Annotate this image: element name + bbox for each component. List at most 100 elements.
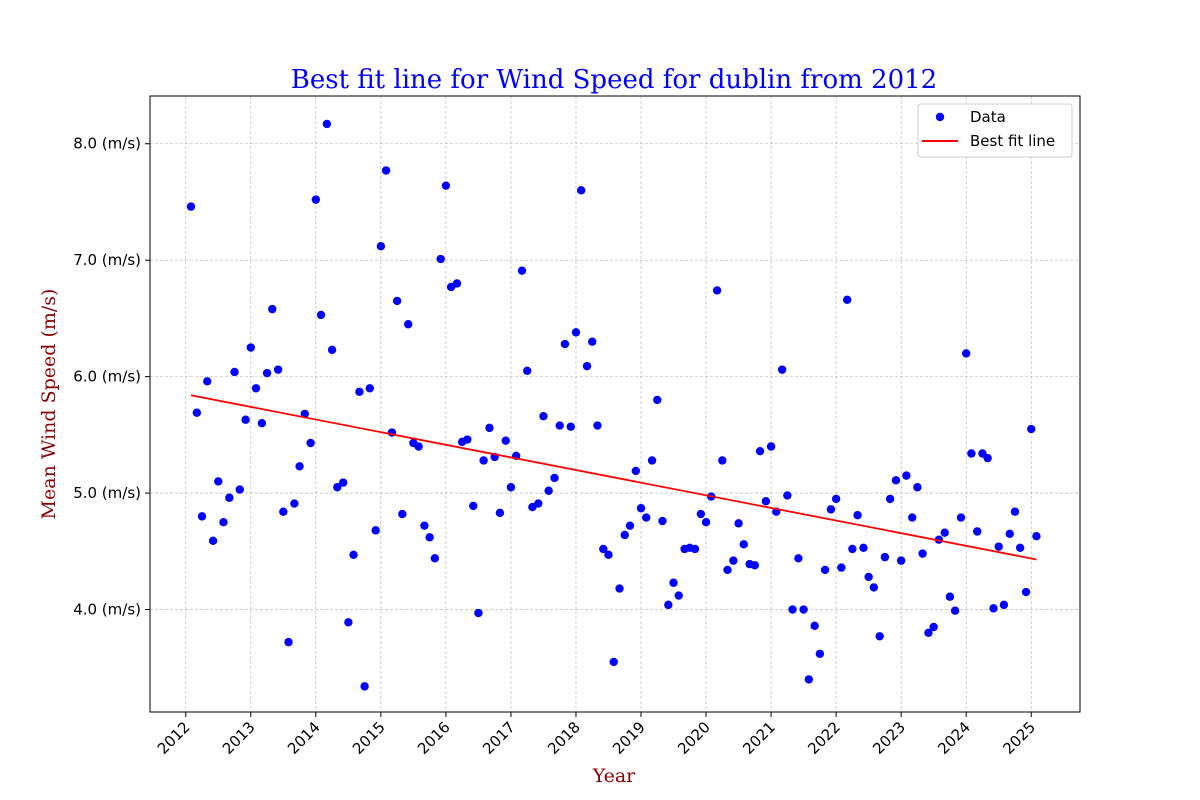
data-point <box>452 279 462 288</box>
data-point <box>999 600 1009 610</box>
data-point <box>739 540 748 549</box>
legend-label-fit: Best fit line <box>970 132 1055 150</box>
data-point <box>550 473 559 483</box>
data-point <box>474 608 483 618</box>
data-point <box>566 422 575 431</box>
legend-box <box>917 103 1073 158</box>
data-point <box>214 477 223 486</box>
data-point <box>403 320 413 329</box>
y-tick-label: 8.0 (m/s) <box>73 135 141 153</box>
data-point <box>945 592 955 601</box>
data-point <box>241 415 250 424</box>
data-point <box>273 365 283 374</box>
data-point <box>848 544 857 554</box>
data-point <box>609 657 618 667</box>
data-point <box>436 254 445 264</box>
data-point <box>539 412 548 421</box>
data-point <box>837 563 846 572</box>
y-tick-label: 4.0 (m/s) <box>73 601 141 619</box>
data-point <box>582 361 592 371</box>
data-point <box>333 483 342 492</box>
data-point <box>1015 543 1025 553</box>
data-point <box>290 499 299 508</box>
data-point <box>192 408 202 417</box>
data-point <box>576 186 586 195</box>
data-point <box>338 478 348 487</box>
data-point <box>593 421 602 430</box>
data-point <box>365 384 375 393</box>
data-point <box>913 483 922 492</box>
data-point <box>344 618 353 627</box>
data-point <box>349 550 358 559</box>
plot-area <box>186 119 1041 691</box>
data-point <box>300 409 309 419</box>
data-point <box>804 675 814 684</box>
data-point <box>306 438 315 448</box>
data-point <box>479 456 488 465</box>
data-point <box>251 384 261 393</box>
data-point <box>414 442 423 451</box>
data-point <box>755 446 765 456</box>
data-point <box>956 513 966 522</box>
data-point <box>441 181 451 190</box>
data-point <box>896 556 906 565</box>
data-point <box>268 304 277 314</box>
data-point <box>647 456 657 465</box>
legend-data-marker <box>935 112 945 122</box>
data-point <box>376 242 386 251</box>
data-point <box>197 512 207 521</box>
data-point <box>973 527 982 536</box>
legend: Data Best fit line <box>917 103 1073 158</box>
y-axis: 4.0 (m/s) 5.0 (m/s) 6.0 (m/s) 7.0 (m/s) 8.0 … <box>73 135 150 619</box>
chart-title: Best fit line for Wind Speed for dublin … <box>291 65 937 95</box>
data-point <box>766 442 776 451</box>
data-point <box>360 682 369 691</box>
data-point <box>859 543 868 553</box>
data-point <box>186 202 196 211</box>
data-point <box>571 328 581 337</box>
y-tick-label: 5.0 (m/s) <box>73 484 141 502</box>
best-fit-line <box>190 394 1037 561</box>
data-point <box>799 605 808 614</box>
grid <box>150 96 1080 712</box>
data-point <box>420 521 429 530</box>
data-point <box>864 572 873 582</box>
data-point <box>230 367 239 377</box>
data-point <box>734 519 743 528</box>
data-point <box>658 516 667 526</box>
data-point <box>783 491 792 500</box>
data-point <box>262 368 272 378</box>
data-point <box>620 530 629 540</box>
data-point <box>469 501 478 511</box>
data-point <box>831 494 841 504</box>
data-point <box>544 486 553 495</box>
data-point <box>219 517 228 527</box>
data-point <box>636 504 646 513</box>
data-point <box>534 499 543 508</box>
data-point <box>712 286 722 295</box>
data-point <box>989 604 998 613</box>
data-point <box>555 421 564 430</box>
data-point <box>371 526 380 535</box>
data-point <box>869 583 879 592</box>
data-point <box>723 565 732 575</box>
data-point <box>826 505 836 514</box>
data-point <box>820 565 830 575</box>
data-point <box>853 511 862 520</box>
data-point <box>1032 531 1041 541</box>
data-point <box>279 507 288 516</box>
data-point <box>810 621 819 631</box>
data-point <box>961 349 971 358</box>
data-point <box>1027 424 1036 434</box>
data-point <box>908 513 917 522</box>
data-point <box>501 436 510 445</box>
data-point <box>316 310 326 320</box>
data-point <box>588 337 597 346</box>
data-point <box>940 528 949 537</box>
data-point <box>295 462 304 471</box>
data-point <box>203 377 212 386</box>
plot-frame <box>149 95 1081 713</box>
data-point <box>392 296 402 306</box>
data-point <box>604 550 613 559</box>
